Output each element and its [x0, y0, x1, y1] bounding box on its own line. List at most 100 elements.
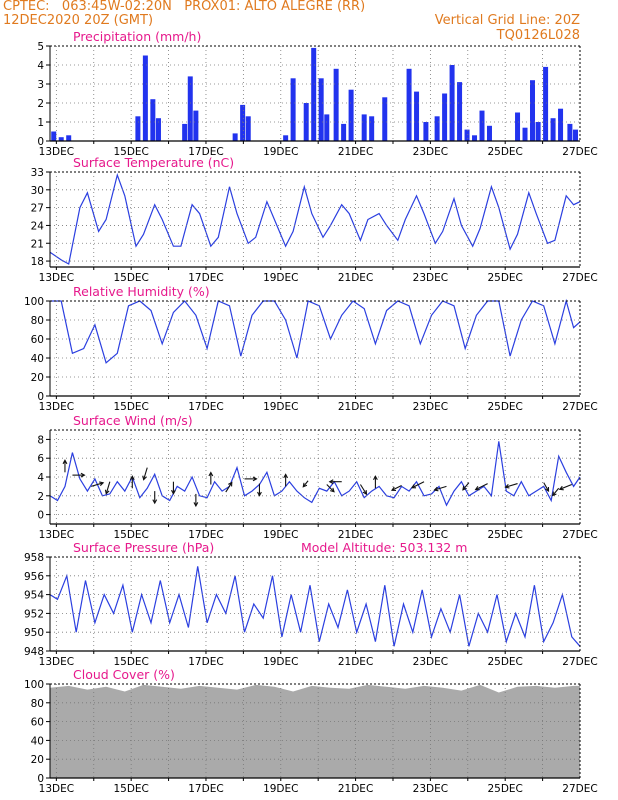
- x-tick-label: 17DEC: [188, 146, 223, 158]
- wind-arrow-head: [504, 483, 510, 489]
- x-tick-label: 19DEC: [263, 401, 298, 413]
- precip-bar: [442, 93, 448, 141]
- x-tick-label: 19DEC: [263, 146, 298, 158]
- precip-bar: [382, 97, 388, 141]
- wind-arrow-head: [208, 471, 214, 477]
- precip-bar: [135, 116, 141, 141]
- precip-bar: [529, 80, 535, 141]
- x-tick-label: 17DEC: [188, 401, 223, 413]
- x-tick-label: 23DEC: [413, 146, 448, 158]
- y-tick-label: 8: [37, 434, 44, 446]
- x-tick-label: 21DEC: [338, 401, 373, 413]
- x-tick-label: 17DEC: [188, 783, 223, 795]
- wind-arrow: [475, 483, 488, 491]
- y-tick-label: 60: [31, 717, 44, 729]
- x-tick-label: 21DEC: [338, 272, 373, 284]
- header-datetime: 12DEC2020 20Z (GMT): [3, 13, 154, 28]
- panel-4: Surface Pressure (hPa) Model Altitude: 50…: [24, 540, 598, 668]
- wind-arrow: [105, 481, 111, 494]
- x-tick-label: 27DEC: [562, 401, 597, 413]
- y-tick-label: 948: [24, 646, 44, 658]
- precip-bar: [472, 135, 478, 141]
- precip-bar: [558, 108, 564, 141]
- x-tick-label: 21DEC: [338, 529, 373, 541]
- x-tick-label: 27DEC: [562, 272, 597, 284]
- x-tick-label: 13DEC: [39, 146, 74, 158]
- panel-title: Surface Temperature (nC): [73, 155, 234, 170]
- precip-bar: [522, 127, 528, 141]
- x-tick-label: 15DEC: [113, 529, 148, 541]
- x-tick-label: 13DEC: [39, 272, 74, 284]
- x-tick-label: 23DEC: [413, 656, 448, 668]
- precip-bar: [232, 133, 238, 141]
- wind-arrow-head: [558, 485, 564, 491]
- precip-bar: [150, 99, 156, 141]
- panel-annotation: Model Altitude: 503.132 m: [301, 540, 467, 555]
- wind-arrow-head: [551, 491, 557, 497]
- precip-bar: [341, 123, 347, 141]
- y-tick-label: 21: [31, 238, 44, 250]
- precip-bar: [187, 76, 193, 141]
- y-tick-label: 60: [31, 334, 44, 346]
- precip-bar: [486, 125, 492, 141]
- wind-arrow: [225, 482, 233, 493]
- y-tick-label: 80: [31, 698, 44, 710]
- x-tick-label: 23DEC: [413, 272, 448, 284]
- series-line: [49, 566, 581, 647]
- wind-arrow-head: [104, 489, 110, 495]
- y-tick-label: 18: [31, 256, 44, 268]
- x-tick-label: 17DEC: [188, 656, 223, 668]
- x-tick-label: 25DEC: [487, 401, 522, 413]
- wind-arrow-head: [62, 459, 68, 465]
- precip-bar: [155, 118, 161, 141]
- panel-title: Surface Pressure (hPa): [73, 540, 214, 555]
- precip-bar: [414, 91, 420, 141]
- wind-arrow-head: [373, 475, 378, 481]
- x-tick-label: 15DEC: [113, 272, 148, 284]
- precip-bar: [479, 110, 485, 141]
- y-tick-label: 24: [31, 220, 45, 232]
- y-tick-label: 30: [31, 185, 44, 197]
- x-tick-label: 25DEC: [487, 529, 522, 541]
- wind-arrow: [302, 480, 309, 488]
- precip-bar: [324, 114, 330, 141]
- precip-bar: [240, 104, 246, 141]
- precip-bar: [535, 122, 541, 141]
- wind-arrow-head: [411, 484, 417, 489]
- x-tick-label: 25DEC: [487, 146, 522, 158]
- x-tick-label: 13DEC: [39, 529, 74, 541]
- x-tick-label: 25DEC: [487, 783, 522, 795]
- panel-title: Precipitation (mm/h): [73, 29, 201, 44]
- wind-arrow-head: [142, 475, 147, 481]
- wind-arrow-head: [228, 481, 233, 487]
- precip-bar: [406, 68, 412, 141]
- y-tick-label: 100: [24, 296, 44, 308]
- wind-arrow-head: [390, 486, 397, 491]
- series-line: [49, 172, 581, 265]
- x-tick-label: 15DEC: [113, 783, 148, 795]
- x-tick-label: 19DEC: [263, 783, 298, 795]
- precip-bar: [543, 66, 549, 141]
- precip-bar: [515, 112, 521, 141]
- y-tick-label: 33: [31, 167, 44, 179]
- wind-arrow: [505, 483, 518, 488]
- y-tick-label: 3: [37, 79, 44, 91]
- wind-arrow: [434, 485, 447, 491]
- precip-bar: [290, 78, 296, 141]
- wind-arrow: [552, 487, 560, 496]
- wind-arrow-head: [433, 486, 439, 492]
- panel-3: Surface Wind (m/s) 0 2 4 6 8 13DEC 15DEC 17DEC 19…: [37, 413, 597, 541]
- y-tick-label: 0: [37, 136, 44, 148]
- x-tick-label: 21DEC: [338, 146, 373, 158]
- series-line: [49, 441, 581, 507]
- precip-bar: [348, 89, 354, 141]
- y-tick-label: 5: [37, 41, 44, 53]
- wind-arrow: [326, 484, 335, 493]
- y-tick-label: 4: [37, 472, 44, 484]
- wind-arrow: [90, 482, 104, 487]
- precip-bar: [369, 116, 375, 141]
- x-tick-label: 19DEC: [263, 656, 298, 668]
- precip-bar: [464, 129, 470, 141]
- y-tick-label: 1: [37, 117, 44, 129]
- y-tick-label: 954: [24, 590, 44, 602]
